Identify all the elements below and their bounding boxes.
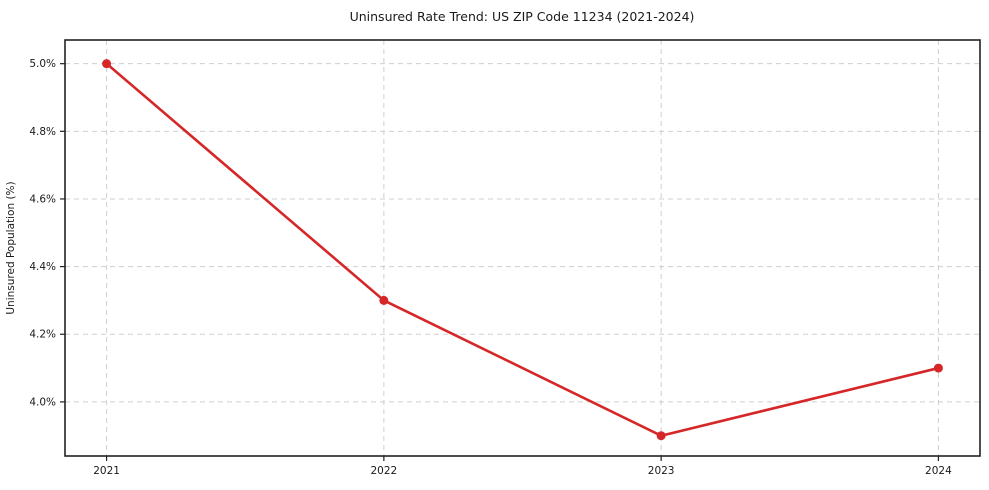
x-tick-label: 2023 bbox=[648, 465, 675, 477]
x-tick-label: 2024 bbox=[925, 465, 952, 477]
plot-border-rect bbox=[64, 39, 981, 457]
data-point-marker bbox=[933, 363, 943, 373]
trend-line bbox=[105, 62, 940, 438]
plot-border bbox=[64, 39, 981, 457]
y-tick-label: 4.6% bbox=[29, 193, 56, 205]
tick-labels: 4.0% 4.2% 4.4% 4.6% 4.8% 5.0% 2021 2022 2023 2024 bbox=[29, 58, 952, 477]
data-series bbox=[102, 59, 943, 441]
chart-title: Uninsured Rate Trend: US ZIP Code 11234 … bbox=[350, 9, 695, 24]
data-point-marker bbox=[102, 59, 112, 69]
axis-ticks bbox=[60, 63, 940, 461]
y-tick-label: 5.0% bbox=[29, 58, 56, 70]
x-tick-label: 2021 bbox=[93, 465, 120, 477]
y-axis-label: Uninsured Population (%) bbox=[5, 181, 17, 314]
y-tick-label: 4.0% bbox=[29, 396, 56, 408]
y-tick-label: 4.2% bbox=[29, 329, 56, 341]
data-point-marker bbox=[656, 431, 666, 441]
x-tick-label: 2022 bbox=[370, 465, 397, 477]
gridlines bbox=[65, 40, 980, 456]
data-point-marker bbox=[379, 295, 389, 305]
y-tick-label: 4.8% bbox=[29, 126, 56, 138]
y-tick-label: 4.4% bbox=[29, 261, 56, 273]
